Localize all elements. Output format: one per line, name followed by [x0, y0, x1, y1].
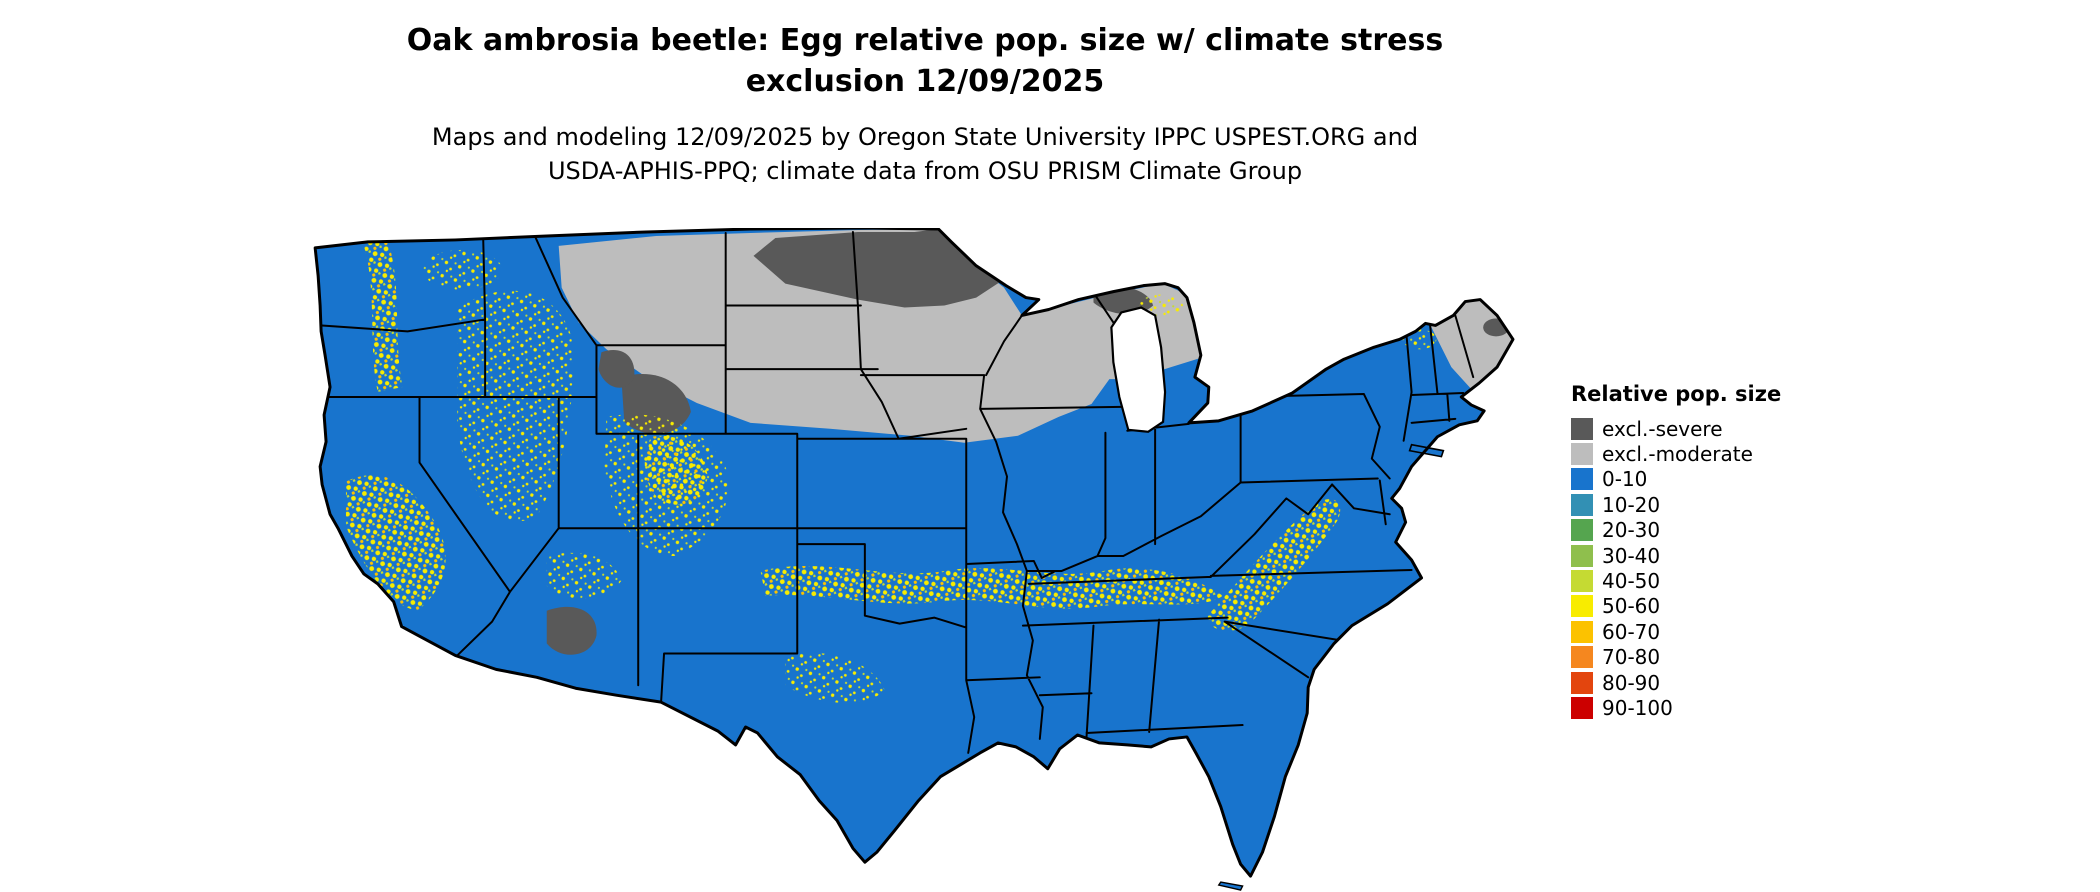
legend-swatch [1571, 544, 1593, 567]
map-land-layer [315, 228, 1513, 877]
lake-michigan [1110, 306, 1167, 433]
legend-row: 40-50 [1571, 568, 1781, 593]
popband-mogollon [546, 552, 622, 599]
map-subtitle-line1: Maps and modeling 12/09/2025 by Oregon S… [431, 123, 1419, 151]
florida-keys [1217, 881, 1244, 891]
legend-row: 70-80 [1571, 645, 1781, 670]
legend-swatch [1571, 620, 1593, 643]
popband-greatbasin [457, 290, 573, 522]
legend-swatch [1571, 570, 1593, 593]
exclusion-severe-dakotas [753, 228, 1000, 308]
legend-label: 80-90 [1602, 670, 1661, 695]
conus-map [313, 228, 1515, 891]
exclusion-severe-southwest [546, 606, 597, 655]
popband-northwashington [422, 249, 503, 290]
legend-row: 90-100 [1571, 695, 1781, 720]
legend-swatch [1571, 671, 1593, 694]
popband-michigan [1139, 294, 1183, 317]
legend-swatch [1571, 443, 1593, 466]
map-title: Oak ambrosia beetle: Egg relative pop. s… [407, 20, 1443, 102]
legend-row: 30-40 [1571, 543, 1781, 568]
legend-swatch [1571, 468, 1593, 491]
legend-swatch [1571, 519, 1593, 542]
popband-cascades [362, 239, 403, 393]
legend-label: excl.-moderate [1602, 442, 1753, 467]
legend-swatch [1571, 696, 1593, 719]
legend-row: 0-10 [1571, 467, 1781, 492]
legend-swatch [1571, 417, 1593, 440]
legend-label: 30-40 [1602, 543, 1661, 568]
exclusion-severe-montana [598, 350, 635, 388]
map-overlay-layer [319, 228, 1513, 754]
map-subtitle-line2: USDA-APHIS-PPQ; climate data from OSU PR… [547, 157, 1303, 185]
legend-row: excl.-severe [1571, 416, 1781, 441]
land-base [315, 228, 1513, 877]
legend-row: 60-70 [1571, 619, 1781, 644]
legend-label: 20-30 [1602, 518, 1661, 543]
legend-row: 20-30 [1571, 518, 1781, 543]
map-title-line1: Oak ambrosia beetle: Egg relative pop. s… [406, 23, 1444, 58]
legend-row: 80-90 [1571, 670, 1781, 695]
conus-outline [313, 228, 1515, 878]
state-borders [319, 230, 1475, 754]
legend-row: 10-20 [1571, 492, 1781, 517]
conus-map-container [308, 228, 1541, 892]
legend-row: 50-60 [1571, 594, 1781, 619]
popband-rockies-core [644, 435, 708, 505]
legend-row: excl.-moderate [1571, 441, 1781, 466]
legend: Relative pop. size excl.-severe excl.-mo… [1571, 382, 1781, 721]
popband-texas [785, 652, 885, 703]
exclusion-moderate-north [558, 228, 1203, 443]
legend-label: 70-80 [1602, 645, 1661, 670]
legend-label: 40-50 [1602, 569, 1661, 594]
map-title-line2: exclusion 12/09/2025 [745, 64, 1105, 99]
legend-label: excl.-severe [1602, 416, 1723, 441]
legend-items: excl.-severe excl.-moderate 0-10 10-20 [1571, 416, 1781, 721]
legend-swatch [1571, 493, 1593, 516]
legend-label: 10-20 [1602, 492, 1661, 517]
legend-swatch [1571, 595, 1593, 618]
map-subtitle: Maps and modeling 12/09/2025 by Oregon S… [432, 120, 1418, 188]
popband-appalachians [1207, 499, 1341, 631]
popband-sierra [345, 475, 446, 611]
legend-label: 50-60 [1602, 594, 1661, 619]
legend-label: 90-100 [1602, 695, 1673, 720]
legend-label: 60-70 [1602, 619, 1661, 644]
legend-title: Relative pop. size [1571, 382, 1782, 406]
legend-swatch [1571, 646, 1593, 669]
popband-south [760, 566, 1223, 609]
legend-label: 0-10 [1602, 467, 1648, 492]
